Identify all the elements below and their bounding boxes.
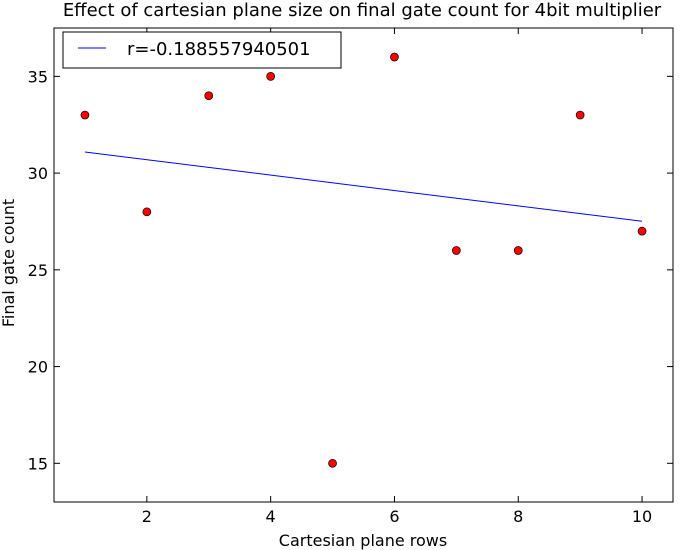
data-point [575, 110, 585, 120]
x-tick-label: 2 [142, 507, 152, 526]
y-tick-label: 20 [28, 358, 48, 377]
x-tick-label: 6 [389, 507, 399, 526]
plot-frame [53, 27, 674, 503]
x-tick-label: 10 [632, 507, 652, 526]
y-tick-label: 15 [28, 454, 48, 473]
x-tick-label: 8 [513, 507, 523, 526]
plot-content [80, 52, 647, 468]
data-point [328, 458, 337, 468]
data-point [390, 52, 399, 62]
legend-label: r=-0.188557940501 [127, 39, 311, 60]
regression-line [84, 151, 643, 222]
x-tick-label: 4 [266, 507, 276, 526]
y-tick-label: 35 [28, 67, 48, 86]
data-point [266, 72, 275, 81]
legend: r=-0.188557940501 [62, 31, 342, 69]
x-axis-label: Cartesian plane rows [279, 531, 447, 550]
y-axis-label: Final gate count [0, 199, 18, 327]
legend-box [62, 31, 342, 69]
data-point [637, 226, 647, 236]
data-point [142, 207, 152, 217]
chart-title: Effect of cartesian plane size on final … [63, 0, 662, 21]
y-tick-label: 30 [28, 164, 48, 183]
data-point [452, 246, 461, 255]
y-tick-label: 25 [28, 261, 48, 280]
data-point [204, 91, 214, 101]
data-point [513, 246, 523, 255]
data-point [80, 110, 90, 120]
axis-ticks: 2 4 6 8 10 15 20 25 30 35 [28, 28, 673, 526]
